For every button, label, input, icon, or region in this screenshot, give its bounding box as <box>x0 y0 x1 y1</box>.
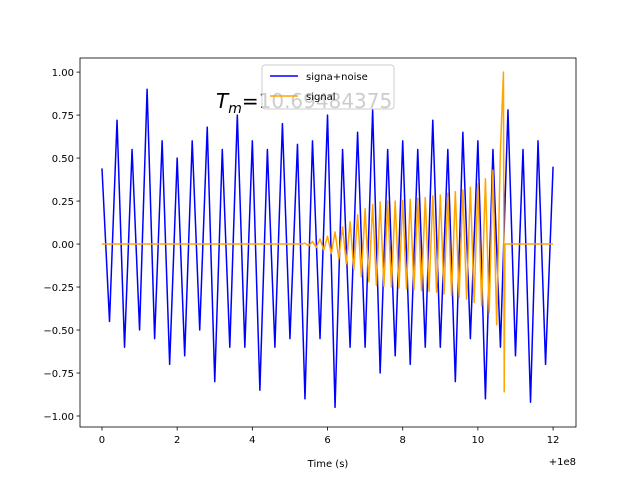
x-tick-label: 0 <box>99 435 105 446</box>
y-tick-label: 0.25 <box>52 197 74 208</box>
y-tick-label: −0.50 <box>43 326 74 337</box>
annotation-symbol: T <box>216 89 230 113</box>
x-offset-label: +1e8 <box>549 457 576 468</box>
x-tick-label: 10 <box>472 435 485 446</box>
legend-label: signa+noise <box>306 72 368 83</box>
y-tick-label: 0.00 <box>52 240 74 251</box>
x-axis-label: Time (s) <box>307 459 349 470</box>
axes-frame <box>79 57 577 428</box>
x-tick-label: 4 <box>249 435 255 446</box>
y-tick-label: −1.00 <box>43 412 74 423</box>
y-tick-label: 1.00 <box>52 68 74 79</box>
x-tick-label: 2 <box>174 435 180 446</box>
x-tick-label: 12 <box>547 435 560 446</box>
x-tick-label: 6 <box>324 435 330 446</box>
annotation-subscript: m <box>228 101 242 117</box>
series-line <box>101 71 554 393</box>
y-tick-label: 0.50 <box>52 154 74 165</box>
x-tick-label: 8 <box>400 435 406 446</box>
y-tick-label: 0.75 <box>52 111 74 122</box>
legend-label: signal <box>306 92 336 103</box>
y-tick-label: −0.25 <box>43 283 74 294</box>
series-line <box>101 88 554 409</box>
y-tick-label: −0.75 <box>43 369 74 380</box>
